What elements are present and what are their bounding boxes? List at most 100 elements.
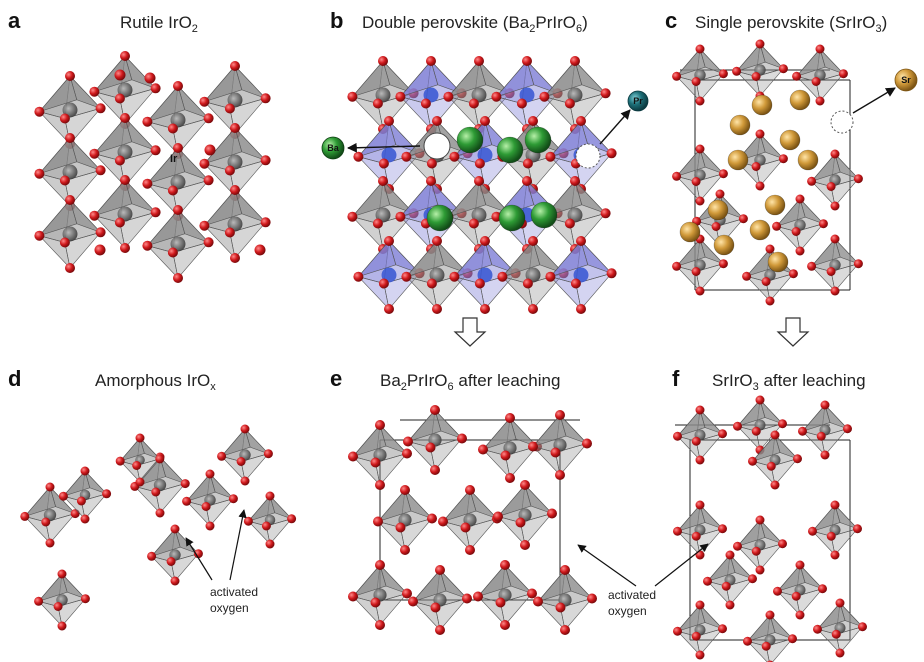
title-sub: 2 — [192, 23, 198, 35]
panel-letter: f — [672, 366, 680, 391]
oxygen-atom — [672, 171, 682, 181]
oxygen-atom — [150, 83, 161, 94]
oxygen-atom — [58, 491, 68, 501]
oxygen-atom — [224, 103, 235, 114]
panel-letter: b — [330, 8, 343, 33]
oxygen-atom — [432, 116, 442, 126]
oxygen-atom — [395, 91, 406, 102]
ir-octahedron — [438, 485, 502, 555]
sr-atom — [749, 219, 771, 241]
oxygen-atom — [826, 182, 836, 191]
down-arrow-c-to-f — [776, 317, 810, 347]
oxygen-atom — [811, 77, 821, 86]
oxygen-atom — [474, 176, 484, 186]
oxygen-atom — [793, 454, 802, 464]
oxygen-atom — [516, 98, 527, 109]
oxygen-atom — [738, 214, 748, 224]
ba-label: Ba — [327, 143, 339, 153]
oxygen-atom — [515, 517, 526, 528]
ir-octahedron — [89, 175, 161, 253]
down-arrow-b-to-e — [453, 317, 487, 347]
sr-atom — [713, 234, 735, 256]
oxygen-atom — [560, 565, 570, 575]
oxygen-atom — [142, 178, 153, 189]
oxygen-atom — [240, 424, 250, 434]
ir-octahedron — [115, 433, 165, 487]
oxygen-atom — [34, 106, 45, 117]
oxygen-atom — [120, 113, 130, 123]
oxygen-atom — [95, 165, 106, 176]
oxygen-atom — [853, 524, 862, 534]
ir-octahedron — [443, 176, 515, 254]
oxygen-atom — [695, 44, 705, 54]
oxygen-atom — [261, 521, 271, 531]
oxygen-atom — [493, 511, 503, 522]
oxygen-atom — [384, 304, 394, 314]
oxygen-atom — [545, 271, 556, 282]
pr-octahedron — [353, 236, 425, 314]
oxygen-atom — [430, 602, 441, 613]
ir-octahedron — [672, 144, 728, 206]
oxygen-atom — [457, 433, 467, 444]
ir-octahedron — [673, 500, 727, 560]
oxygen-atom — [695, 286, 705, 296]
oxygen-atom — [460, 522, 471, 533]
oxygen-atom — [748, 574, 757, 584]
ir-octahedron — [58, 466, 112, 524]
oxygen-atom — [795, 610, 805, 620]
oxygen-atom — [820, 450, 830, 460]
ir-octahedron — [403, 405, 467, 475]
oxygen-atom — [715, 189, 725, 199]
oxygen-atom — [765, 296, 775, 306]
oxygen-atom — [721, 581, 731, 591]
oxygen-atom — [743, 636, 752, 646]
oxygen-atom — [795, 194, 805, 204]
ir-octahedron — [89, 51, 161, 129]
activated-label-line2: oxygen — [210, 601, 249, 615]
oxygen-atom — [89, 210, 100, 221]
ba-atom — [496, 136, 524, 164]
oxygen-atom — [600, 88, 611, 99]
oxygen-atom — [400, 545, 410, 555]
oxygen-atom — [263, 449, 273, 459]
panel-c-title: c Single perovskite (SrIrO3) — [665, 8, 887, 35]
sr-label: Sr — [901, 75, 911, 85]
ir-octahedron — [772, 194, 828, 256]
oxygen-atom — [751, 426, 761, 436]
ir-octahedron — [743, 610, 797, 662]
ir-octahedron — [34, 195, 106, 273]
oxygen-atom — [435, 625, 445, 635]
oxygen-atom — [236, 457, 246, 466]
oxygen-atom — [500, 620, 510, 630]
oxygen-atom — [695, 405, 705, 415]
oxygen-atom — [426, 56, 436, 66]
oxygen-atom — [167, 247, 178, 258]
panel-title: Amorphous IrOx — [95, 371, 216, 393]
title-part: PrIrO — [535, 13, 576, 32]
oxygen-atom — [539, 91, 550, 102]
oxygen-atom — [497, 271, 508, 282]
pr-label: Pr — [633, 96, 643, 106]
oxygen-atom — [155, 508, 165, 518]
oxygen-atom — [695, 96, 705, 106]
ba-atom — [530, 201, 558, 229]
oxygen-atom — [375, 480, 385, 490]
oxygen-atom — [718, 169, 728, 179]
oxygen-atom — [695, 550, 705, 560]
oxygen-atom — [348, 591, 358, 602]
oxygen-atom — [691, 531, 701, 541]
oxygen-atom — [353, 151, 364, 162]
title-part: PrIrO — [407, 371, 448, 390]
sr-atom — [764, 194, 786, 216]
oxygen-atom — [718, 429, 727, 439]
ir-octahedron — [147, 524, 203, 586]
oxygen-atom — [755, 515, 765, 525]
oxygen-atom — [835, 648, 845, 658]
oxygen-atom — [478, 444, 488, 455]
oxygen-atom — [20, 511, 30, 521]
oxygen-atom — [766, 461, 776, 471]
ir-octahedron — [348, 560, 412, 630]
oxygen-atom — [142, 116, 153, 127]
oxygen-atom — [718, 624, 727, 634]
oxygen-atom — [443, 91, 454, 102]
